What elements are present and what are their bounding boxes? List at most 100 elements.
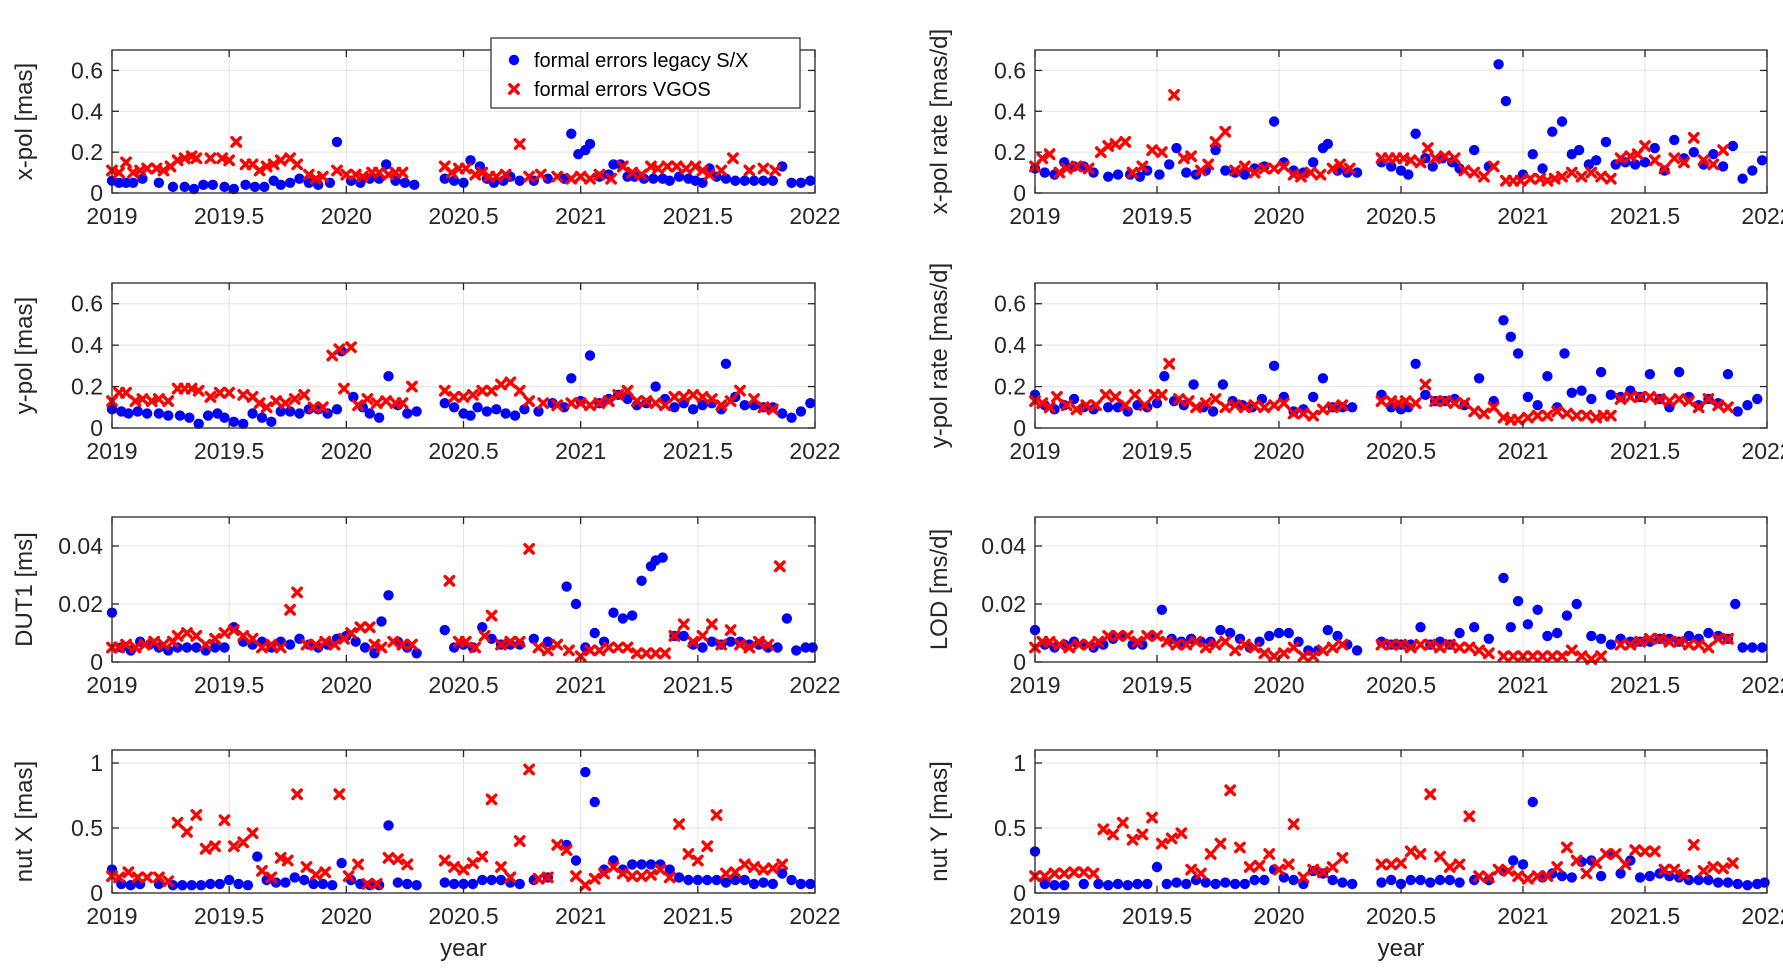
data-point [1668, 863, 1681, 876]
x-tick-label: 2019.5 [1122, 203, 1192, 229]
data-point [1531, 409, 1544, 422]
data-point [1314, 168, 1327, 181]
data-point [669, 402, 680, 413]
data-point [776, 408, 788, 419]
data-point [772, 642, 783, 653]
data-point [537, 397, 550, 410]
data-point [1188, 379, 1199, 390]
data-point [1648, 845, 1661, 858]
data-point [1556, 650, 1568, 663]
data-point [706, 636, 718, 647]
data-point [533, 406, 544, 417]
x-tick-label: 2022 [789, 203, 840, 229]
data-point [1219, 401, 1232, 414]
data-point [1604, 172, 1617, 185]
data-point [1160, 635, 1173, 648]
data-point [743, 641, 756, 654]
data-point [1434, 850, 1446, 863]
data-point [1673, 635, 1686, 648]
data-point [795, 177, 807, 188]
data-point [1200, 877, 1212, 888]
data-point [1154, 169, 1165, 180]
y-axis-label: nut Y [mas] [926, 761, 953, 882]
data-point [1414, 156, 1427, 169]
data-point [612, 641, 625, 654]
data-point [1469, 144, 1480, 156]
data-point [551, 839, 564, 851]
data-point [1238, 160, 1251, 173]
data-point [1561, 841, 1573, 854]
x-tick-label: 2022 [1741, 203, 1783, 229]
data-point [1190, 401, 1202, 414]
data-point [1092, 635, 1105, 648]
y-tick-label: 0 [90, 415, 103, 441]
data-point [1249, 874, 1260, 886]
data-point [308, 878, 319, 890]
data-point [786, 874, 797, 886]
x-tick-label: 2020 [1253, 672, 1304, 698]
data-point [589, 627, 600, 639]
data-point [331, 404, 343, 415]
data-point [181, 627, 193, 639]
data-point [636, 859, 647, 870]
data-point [715, 638, 728, 651]
data-point [767, 175, 779, 186]
data-point [1469, 622, 1480, 633]
data-point [541, 871, 554, 884]
data-point [207, 179, 218, 191]
data-point [186, 880, 197, 891]
x-tick-label: 2020 [1253, 438, 1304, 464]
data-point [1248, 399, 1261, 412]
data-point [720, 358, 732, 369]
x-tick-label: 2020 [321, 438, 372, 464]
data-point [1336, 852, 1349, 864]
y-tick-label: 0.2 [994, 139, 1026, 165]
data-point [1351, 645, 1363, 656]
data-point [467, 878, 479, 890]
y-tick-label: 0.4 [994, 332, 1026, 358]
data-point [703, 168, 716, 181]
data-point [1159, 371, 1170, 382]
data-point [1703, 874, 1714, 886]
data-point [1317, 644, 1329, 657]
data-point [1297, 407, 1310, 420]
data-point [1512, 595, 1524, 607]
data-point [1722, 401, 1734, 414]
data-point [406, 380, 418, 393]
data-point [1077, 866, 1090, 879]
data-point [682, 848, 695, 860]
data-point [1649, 142, 1660, 154]
data-point [204, 152, 217, 165]
data-point [523, 395, 536, 407]
chart-xpolrate: 2019 2019.5 2020 2020.5 2021 2021.5 2022 0 0.2 0.… [926, 29, 1783, 229]
data-point [729, 866, 742, 879]
y-tick-label: 0.6 [994, 291, 1026, 317]
data-point [132, 406, 143, 417]
data-point [260, 401, 273, 414]
data-point [1483, 633, 1495, 644]
data-point [209, 840, 222, 853]
data-point [1058, 867, 1071, 880]
x-tick-label: 2021.5 [1610, 903, 1680, 929]
data-point [237, 836, 250, 849]
data-point [1202, 158, 1215, 171]
data-point [213, 386, 226, 399]
data-point [519, 404, 530, 415]
data-point [1421, 142, 1434, 154]
data-point [256, 865, 268, 877]
x-tick-label: 2020 [1253, 203, 1304, 229]
data-point [1444, 874, 1456, 886]
data-point [1410, 358, 1421, 369]
data-point [1522, 619, 1534, 630]
x-tick-label: 2020 [1253, 903, 1304, 929]
data-point [209, 642, 221, 653]
data-point [1185, 863, 1198, 876]
data-point [566, 373, 577, 384]
data-point [1043, 148, 1056, 161]
data-point [1473, 870, 1485, 882]
data-point [1726, 857, 1739, 869]
data-point [1702, 641, 1715, 654]
data-point [1454, 877, 1465, 888]
data-point [459, 635, 472, 648]
